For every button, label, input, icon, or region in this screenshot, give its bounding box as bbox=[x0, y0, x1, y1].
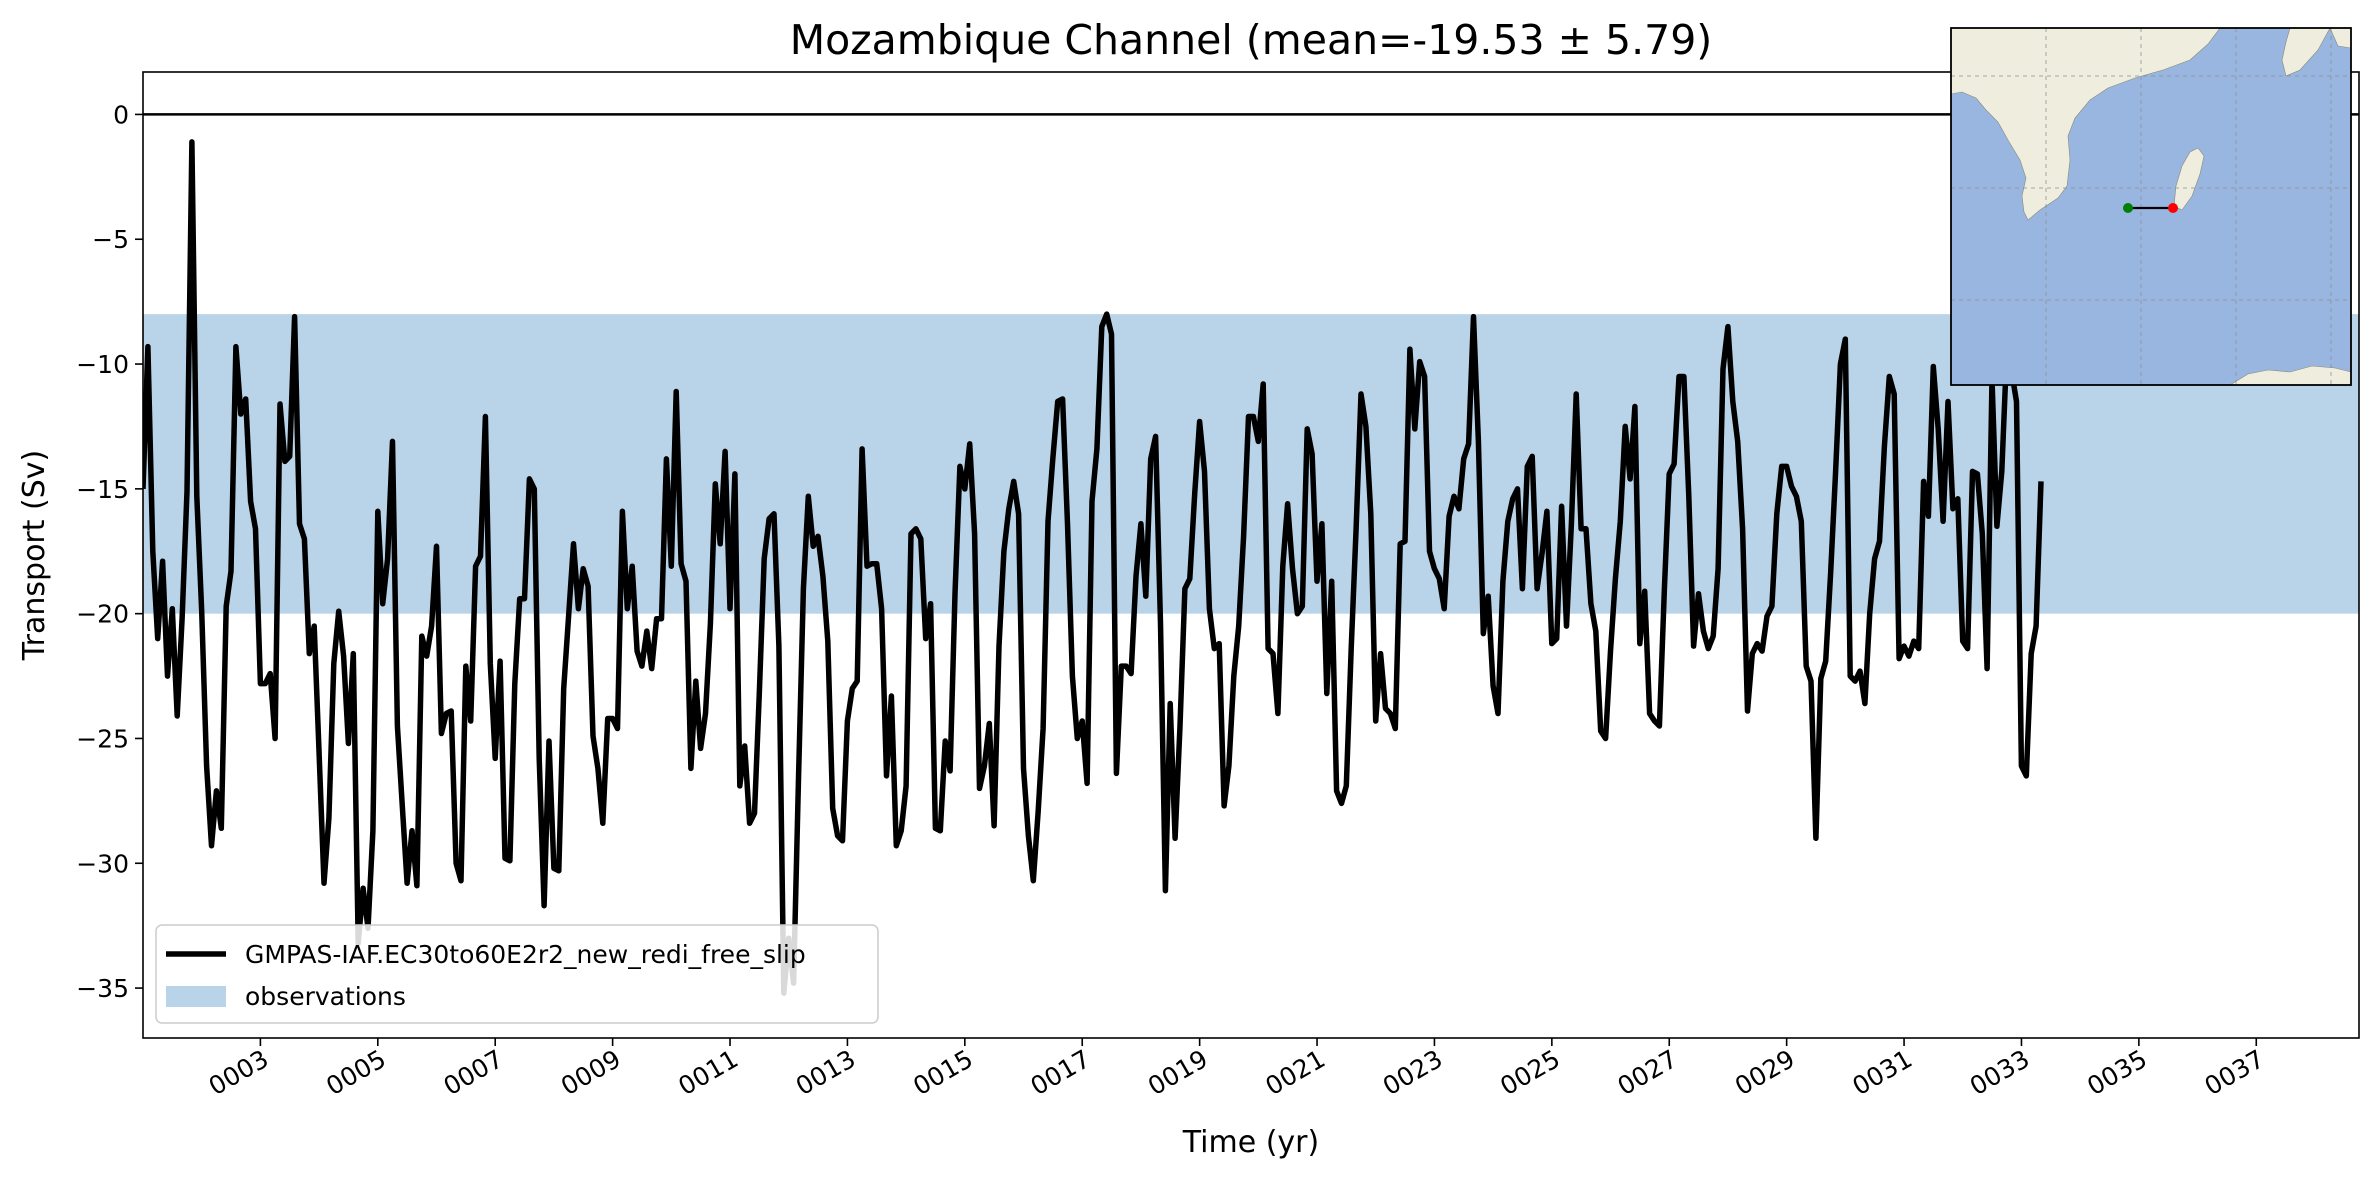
y-tick-label: −15 bbox=[76, 475, 129, 504]
inset-map-frame bbox=[1950, 27, 2352, 386]
series-line-transport bbox=[143, 139, 2044, 996]
y-tick-label: 0 bbox=[113, 100, 129, 129]
legend-swatch-observations bbox=[166, 986, 226, 1007]
inset-map-land-madagascar bbox=[2173, 147, 2205, 211]
y-tick-label: −5 bbox=[92, 225, 129, 254]
inset-map bbox=[1950, 27, 2352, 386]
inset-map-land-antarctica bbox=[2229, 365, 2351, 385]
legend-label-series: GMPAS-IAF.EC30to60E2r2_new_redi_free_sli… bbox=[245, 940, 806, 969]
legend-box bbox=[155, 924, 879, 1024]
y-tick-label: −25 bbox=[76, 724, 129, 753]
y-axis-ticks: 0 −5 −10 −15 −20 −25 −30 −35 bbox=[76, 100, 143, 1003]
y-axis-label: Transport (Sv) bbox=[17, 450, 52, 662]
inset-map-transect-end-marker bbox=[2168, 203, 2178, 213]
legend: GMPAS-IAF.EC30to60E2r2_new_redi_free_sli… bbox=[155, 924, 879, 1024]
inset-map-transect-start-marker bbox=[2123, 203, 2133, 213]
inset-map-gridlines bbox=[1951, 28, 2351, 385]
y-tick-label: −35 bbox=[76, 974, 129, 1003]
y-tick-label: −10 bbox=[76, 350, 129, 379]
inset-map-land-arabia bbox=[2281, 28, 2331, 77]
y-tick-label: −20 bbox=[76, 600, 129, 629]
y-tick-label: −30 bbox=[76, 849, 129, 878]
legend-label-observations: observations bbox=[245, 982, 406, 1011]
inset-map-land-arabia-tip bbox=[2329, 28, 2351, 49]
chart-title: Mozambique Channel (mean=-19.53 ± 5.79) bbox=[790, 16, 1713, 64]
x-axis-label: Time (yr) bbox=[1182, 1125, 1319, 1160]
axes-frame bbox=[142, 71, 2360, 1039]
